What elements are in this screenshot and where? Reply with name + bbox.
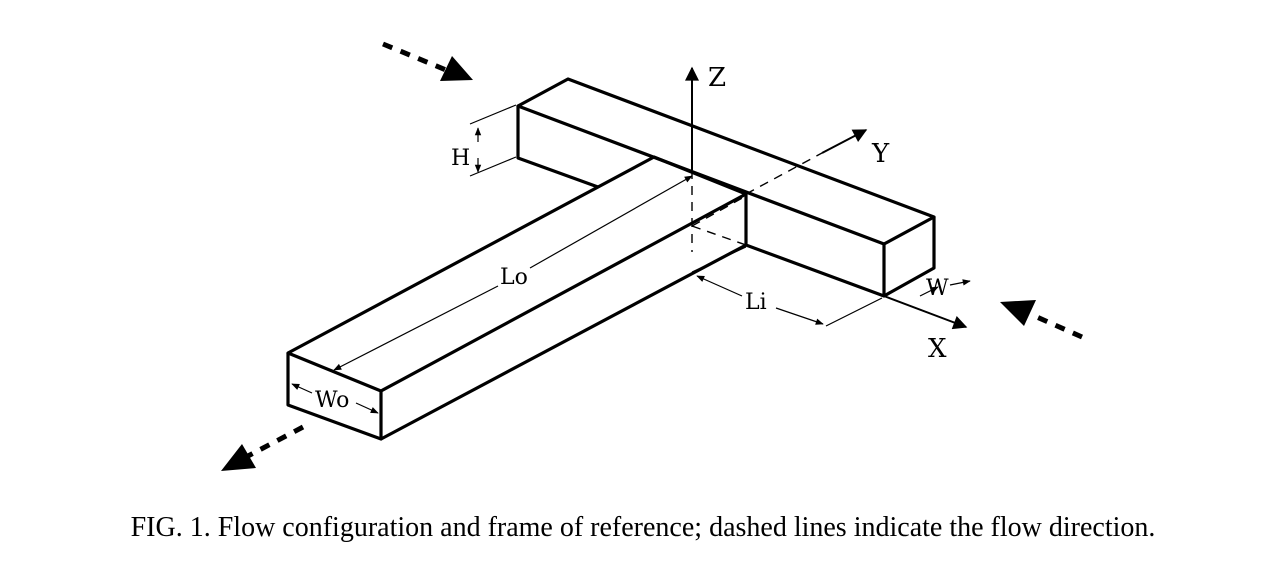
x-axis-label: X <box>928 334 947 364</box>
dimension-w <box>919 279 971 297</box>
flow-arrow-outlet <box>246 424 305 459</box>
outlet-channel-side-face <box>380 243 747 441</box>
z-axis-label: Z <box>708 63 726 93</box>
axes <box>685 66 968 330</box>
flow-arrows <box>246 41 1084 459</box>
outlet-channel <box>286 155 748 441</box>
dimension-lo <box>333 175 693 371</box>
x-axis <box>883 295 968 330</box>
inlet-width-label: W <box>926 276 949 301</box>
inlet-channel <box>516 77 936 298</box>
flow-arrowhead-outlet <box>221 444 256 471</box>
outlet-channel-end-face <box>286 353 383 441</box>
inlet-channel-end-face <box>883 217 936 298</box>
dimension-li <box>691 246 883 327</box>
inlet-length-label: Li <box>745 290 767 315</box>
dimension-h <box>469 104 517 177</box>
flow-arrow-inlet-left <box>382 41 447 73</box>
flow-arrowhead-inlet-right <box>1000 300 1036 326</box>
height-label: H <box>451 146 470 171</box>
outlet-width-label: Wo <box>315 388 349 413</box>
dimension-wo <box>291 383 379 414</box>
flow-arrow-inlet-right <box>1028 311 1084 340</box>
hidden-edges <box>691 152 823 252</box>
outlet-length-label: Lo <box>500 265 528 290</box>
y-axis-label: Y <box>871 139 890 169</box>
y-axis <box>821 129 868 154</box>
figure-caption: FIG. 1. Flow configuration and frame of … <box>130 512 1156 543</box>
flow-arrowhead-inlet-left <box>440 56 473 81</box>
inlet-channel-front-face <box>516 106 886 298</box>
